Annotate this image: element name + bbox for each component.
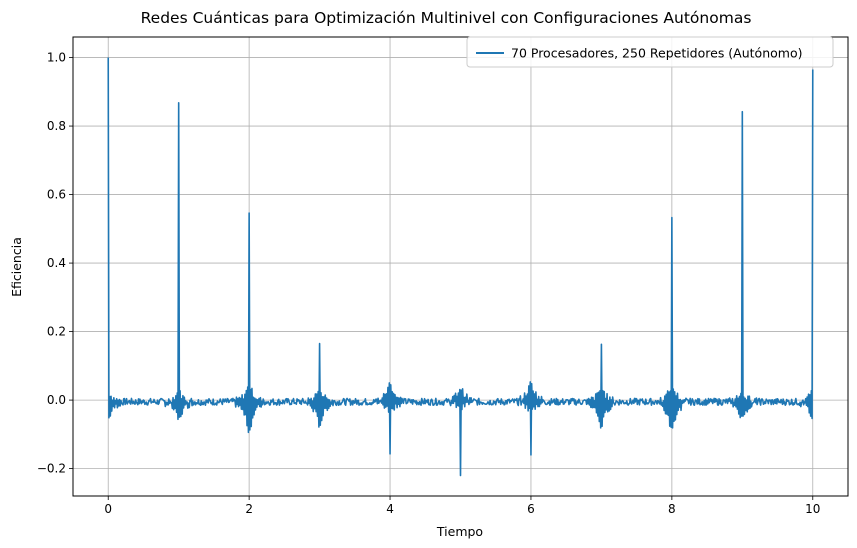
series-layer bbox=[107, 57, 814, 477]
y-tick-label: 0.6 bbox=[47, 188, 66, 202]
legend-box bbox=[466, 36, 834, 68]
y-tick-label: 1.0 bbox=[47, 51, 66, 65]
y-tick-label: 0.0 bbox=[47, 393, 66, 407]
x-tick-label: 8 bbox=[668, 502, 676, 516]
plot-area-frame bbox=[72, 36, 849, 497]
y-tick-label: 0.8 bbox=[47, 119, 66, 133]
x-axis-ticks: 0 2 4 6 8 10 bbox=[104, 496, 820, 516]
legend-label: 70 Procesadores, 250 Repetidores (Autóno… bbox=[511, 46, 802, 61]
y-axis-ticks: −0.2 0.0 0.2 0.4 0.6 0.8 1.0 bbox=[37, 51, 73, 476]
x-tick-label: 4 bbox=[386, 502, 394, 516]
x-tick-label: 10 bbox=[805, 502, 820, 516]
x-tick-label: 6 bbox=[527, 502, 535, 516]
x-tick-label: 0 bbox=[104, 502, 112, 516]
y-tick-label: 0.2 bbox=[47, 325, 66, 339]
x-tick-label: 2 bbox=[245, 502, 253, 516]
series-line bbox=[107, 57, 814, 477]
legend: 70 Procesadores, 250 Repetidores (Autóno… bbox=[466, 36, 834, 68]
y-tick-label: −0.2 bbox=[37, 462, 66, 476]
x-axis-label: Tiempo bbox=[436, 524, 483, 539]
chart-title: Redes Cuánticas para Optimización Multin… bbox=[141, 9, 752, 27]
y-tick-label: 0.4 bbox=[47, 256, 66, 270]
y-axis-label: Eficiencia bbox=[9, 237, 24, 297]
